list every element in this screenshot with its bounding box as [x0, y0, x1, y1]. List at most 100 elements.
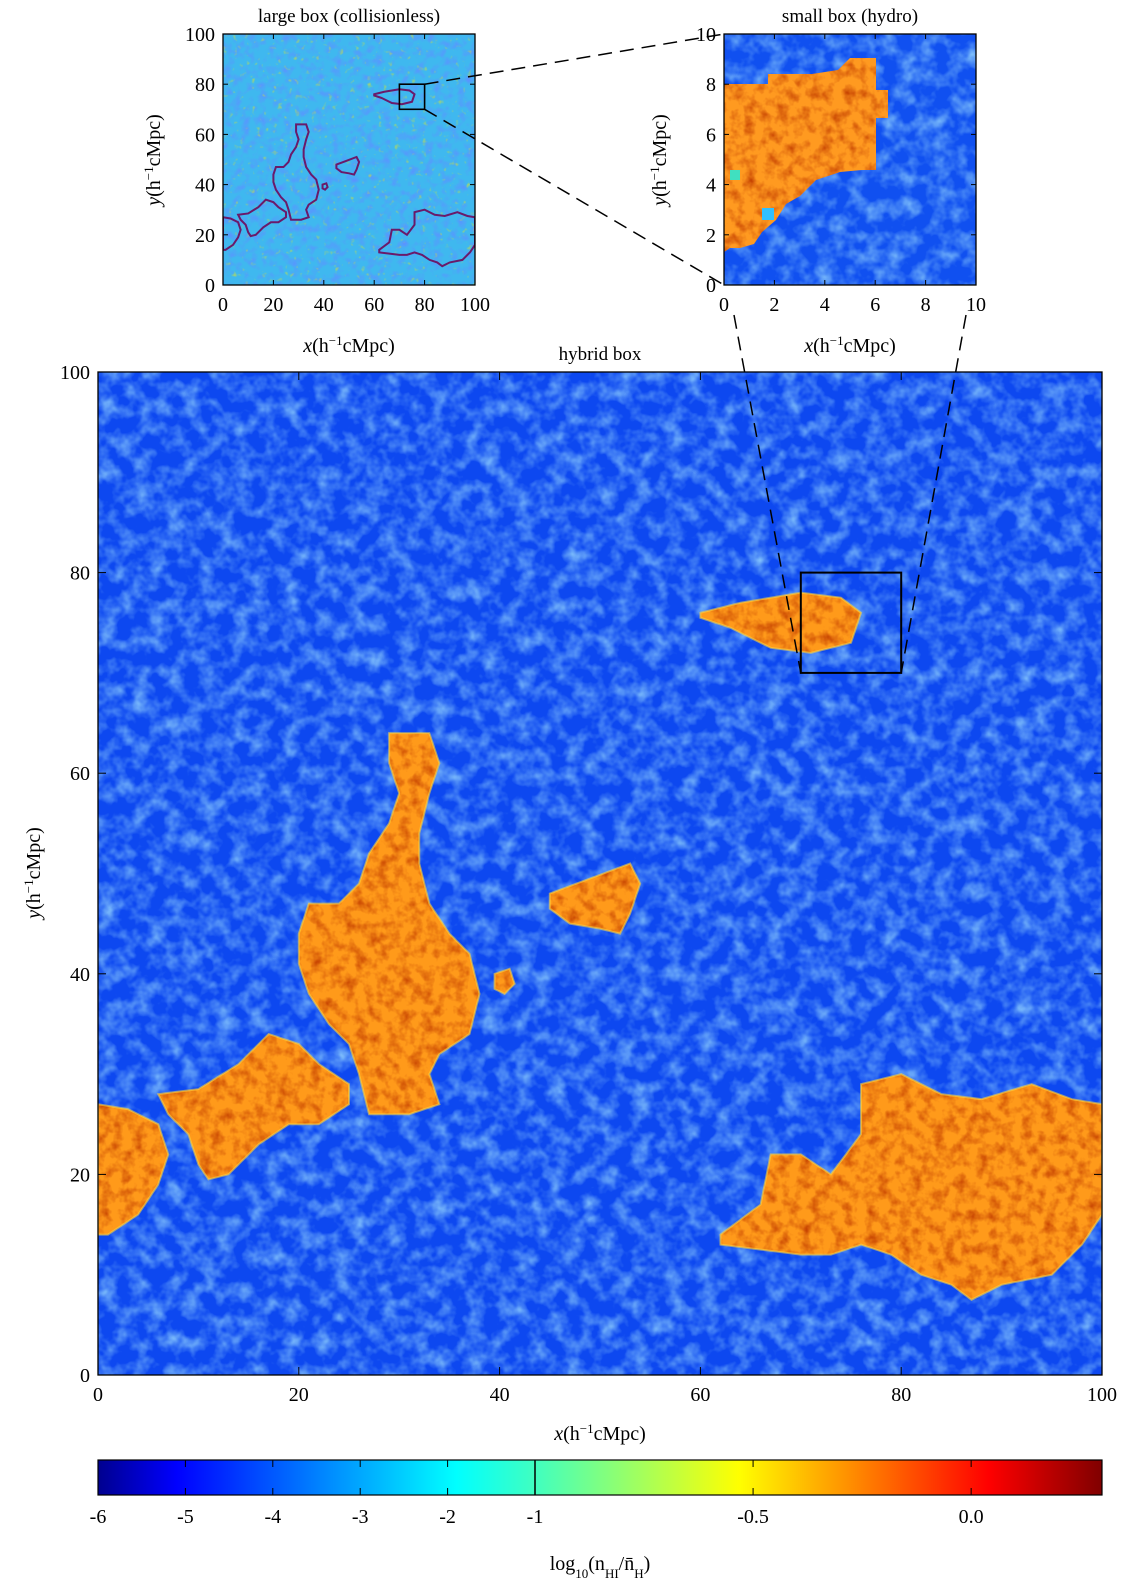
- hybrid-neutral-region-edge: [493, 967, 516, 996]
- hybrid-box-neutral-regions: [98, 591, 1102, 1301]
- small-x-tick-label: 4: [820, 294, 830, 316]
- large-y-tick-label: 60: [195, 124, 215, 146]
- hybrid-x-tick-label: 40: [490, 1384, 510, 1406]
- small-box-y-ticks: 0 2 4 6 8 10: [696, 24, 976, 297]
- hybrid-box-frame: [97, 371, 1103, 1376]
- large-box-contours: [223, 88, 475, 268]
- hybrid-box-panel: 0 20 40 60 80 100 0 20 40 60 80 100 hybrid box x(h…: [21, 344, 1118, 1445]
- large-y-tick-label: 0: [205, 275, 215, 297]
- hybrid-neutral-region-edge: [98, 1103, 170, 1236]
- large-x-tick-label: 20: [263, 294, 283, 316]
- large-box-y-ticks: 0 20 40 60 80 100: [185, 24, 475, 297]
- large-y-tick-label: 100: [185, 24, 215, 46]
- hybrid-y-tick-label: 40: [70, 964, 90, 986]
- small-x-tick-label: 6: [870, 294, 880, 316]
- small-x-tick-label: 0: [719, 294, 729, 316]
- hybrid-neutral-region-edge: [719, 1073, 1102, 1301]
- hybrid-neutral-region-texture: [298, 733, 480, 1115]
- colorbar-frame: [97, 1459, 1103, 1496]
- hybrid-x-tick-label: 0: [93, 1384, 103, 1406]
- small-y-tick-label: 0: [706, 275, 716, 297]
- hybrid-x-tick-label: 80: [891, 1384, 911, 1406]
- hybrid-neutral-region-edge: [156, 1032, 350, 1181]
- hybrid-neutral-region-texture: [158, 1033, 349, 1180]
- small-box-frame: [723, 33, 977, 286]
- colorbar-low-segment: [98, 1460, 535, 1495]
- hybrid-x-tick-label: 20: [289, 1384, 309, 1406]
- small-y-tick-label: 10: [696, 24, 716, 46]
- large-x-tick-label: 80: [415, 294, 435, 316]
- colorbar-tick-label: -2: [439, 1506, 456, 1528]
- small-y-tick-label: 4: [706, 175, 716, 197]
- hybrid-box-x-axis-label: x(h−1cMpc): [553, 1421, 646, 1446]
- colorbar-tick-label: -4: [264, 1506, 281, 1528]
- large-box-contour: [378, 208, 475, 268]
- large-box-contour: [335, 155, 361, 176]
- hybrid-box-title: hybrid box: [559, 344, 642, 365]
- large-box-contour: [236, 198, 287, 238]
- small-box-panel: 0 2 4 6 8 10 0 2 4 6 8 10 small box (hydro) x(h−1c…: [647, 6, 987, 357]
- hybrid-neutral-region-texture: [98, 1104, 169, 1235]
- colorbar-tick-label: -3: [352, 1506, 369, 1528]
- connector-small-to-hybrid: [900, 314, 967, 674]
- connector-small-to-hybrid: [733, 314, 802, 674]
- small-box-x-ticks: 0 2 4 6 8 10: [719, 34, 986, 316]
- colorbar-label: log10(nHI/n̄H): [550, 1553, 651, 1581]
- large-box-contour: [373, 88, 416, 106]
- hybrid-box-y-axis-label: y(h−1cMpc): [21, 827, 46, 921]
- colorbar-tick-label: -1: [527, 1506, 544, 1528]
- large-box-x-axis-label: x(h−1cMpc): [302, 333, 395, 358]
- colorbar-tick-label: -5: [177, 1506, 194, 1528]
- hybrid-neutral-region-texture: [720, 1074, 1102, 1300]
- small-y-tick-label: 6: [706, 124, 716, 146]
- hybrid-x-tick-label: 60: [690, 1384, 710, 1406]
- hybrid-neutral-region-texture: [700, 592, 862, 653]
- large-box-panel: 0 20 40 60 80 100 0 20 40 60 80 100 large box (col…: [141, 6, 491, 357]
- large-box-contour: [223, 216, 242, 251]
- colorbar-tick-label: -6: [90, 1506, 107, 1528]
- large-y-tick-label: 20: [195, 225, 215, 247]
- large-x-tick-label: 60: [364, 294, 384, 316]
- small-x-tick-label: 10: [966, 294, 986, 316]
- colorbar-tick-label: -0.5: [737, 1506, 769, 1528]
- hybrid-y-tick-label: 0: [80, 1365, 90, 1387]
- small-box-y-axis-label: y(h−1cMpc): [647, 114, 672, 208]
- colorbar-high-segment: [535, 1460, 1102, 1495]
- large-y-tick-label: 40: [195, 175, 215, 197]
- small-y-tick-label: 8: [706, 74, 716, 96]
- small-box-x-axis-label: x(h−1cMpc): [803, 333, 896, 358]
- large-box-frame: [222, 33, 476, 286]
- small-box-hole: [762, 208, 774, 220]
- large-box-y-axis-label: y(h−1cMpc): [141, 114, 166, 208]
- hybrid-y-tick-label: 20: [70, 1164, 90, 1186]
- colorbar: -6 -5 -4 -3 -2 -1 -0.5 0.0 log10(nHI/n̄H): [90, 1459, 1103, 1581]
- large-x-tick-label: 100: [460, 294, 490, 316]
- hybrid-neutral-region-edge: [297, 732, 481, 1116]
- hybrid-y-tick-label: 80: [70, 563, 90, 585]
- hybrid-neutral-region-texture: [549, 863, 641, 934]
- small-box-title: small box (hydro): [782, 6, 918, 27]
- large-box-contour: [272, 123, 320, 221]
- hybrid-neutral-region-edge: [548, 862, 642, 935]
- hybrid-x-tick-label: 100: [1087, 1384, 1117, 1406]
- small-x-tick-label: 8: [921, 294, 931, 316]
- large-x-tick-label: 0: [218, 294, 228, 316]
- small-y-tick-label: 2: [706, 225, 716, 247]
- small-x-tick-label: 2: [769, 294, 779, 316]
- connector-large-to-small: [424, 108, 725, 286]
- hybrid-neutral-region-edge: [699, 591, 863, 654]
- large-box-x-ticks: 0 20 40 60 80 100: [218, 34, 490, 316]
- large-y-tick-label: 80: [195, 74, 215, 96]
- large-x-tick-label: 40: [314, 294, 334, 316]
- hybrid-y-tick-label: 60: [70, 763, 90, 785]
- colorbar-ticks: -6 -5 -4 -3 -2 -1 -0.5 0.0: [90, 1460, 984, 1528]
- small-box-hole: [730, 170, 740, 180]
- large-box-zoom-rectangle: [398, 83, 426, 111]
- hybrid-box-y-ticks: 0 20 40 60 80 100: [60, 362, 1102, 1387]
- connector-large-to-small: [424, 33, 725, 85]
- colorbar-tick-label: 0.0: [959, 1506, 984, 1528]
- hybrid-y-tick-label: 100: [60, 362, 90, 384]
- hybrid-box-zoom-rectangle: [799, 571, 903, 674]
- large-box-contour: [321, 182, 329, 191]
- zoom-connector-lines: [424, 33, 967, 674]
